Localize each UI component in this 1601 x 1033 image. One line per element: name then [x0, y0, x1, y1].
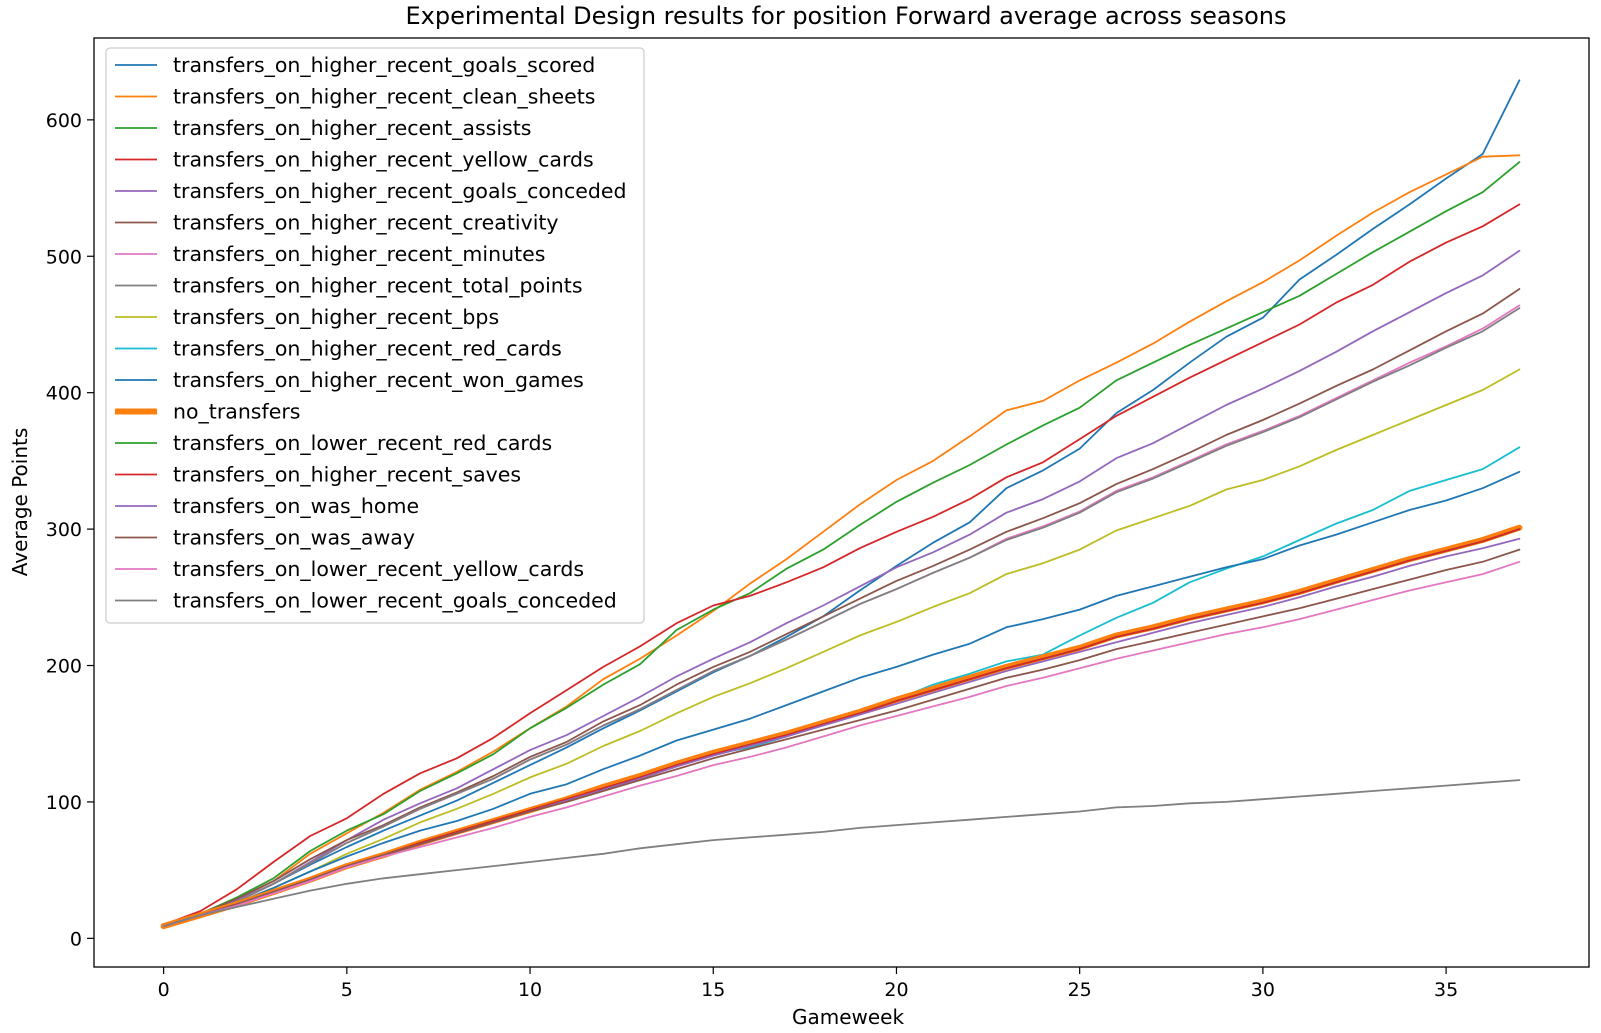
series-line-transfers_on_higher_recent_goals_conceded	[162, 249, 1521, 927]
legend-label: transfers_on_higher_recent_total_points	[173, 274, 583, 299]
legend-label: transfers_on_higher_recent_won_games	[173, 368, 584, 393]
y-tick-label: 0	[70, 928, 82, 950]
legend-label: transfers_on_higher_recent_assists	[173, 116, 531, 141]
y-tick-label: 400	[46, 383, 82, 405]
y-tick-label: 300	[46, 519, 82, 541]
x-tick-label: 35	[1434, 979, 1458, 1001]
legend-label: transfers_on_higher_recent_red_cards	[173, 337, 562, 362]
legend: transfers_on_higher_recent_goals_scoredt…	[105, 47, 645, 624]
legend-label: transfers_on_higher_recent_minutes	[173, 242, 545, 267]
legend-label: no_transfers	[173, 400, 300, 425]
y-tick-label: 500	[46, 246, 82, 268]
series-line-transfers_on_lower_recent_yellow_cards	[162, 560, 1521, 927]
x-tick-label: 20	[884, 979, 908, 1001]
x-axis-label: Gameweek	[792, 1005, 905, 1029]
legend-label: transfers_on_higher_recent_creativity	[173, 211, 559, 236]
series-line-transfers_on_higher_recent_clean_sheets	[162, 154, 1521, 927]
x-tick-label: 5	[341, 979, 353, 1001]
series-line-transfers_on_higher_recent_bps	[162, 368, 1521, 927]
x-tick-label: 0	[158, 979, 170, 1001]
x-tick-label: 10	[518, 979, 542, 1001]
legend-label: transfers_on_was_home	[173, 494, 419, 519]
plot-area: 0 5 10 15 20 25 30 35 0 100 200 300 400 500 600	[46, 37, 1590, 1001]
legend-label: transfers_on_lower_recent_red_cards	[173, 431, 552, 456]
legend-label: transfers_on_higher_recent_clean_sheets	[173, 85, 595, 110]
y-tick-label: 100	[46, 792, 82, 814]
chart-title: Experimental Design results for position…	[406, 2, 1287, 30]
x-tick-label: 30	[1251, 979, 1275, 1001]
series-line-transfers_on_higher_recent_won_games	[162, 470, 1521, 927]
legend-label: transfers_on_higher_recent_goals_concede…	[173, 179, 626, 204]
legend-label: transfers_on_higher_recent_goals_scored	[173, 53, 595, 78]
legend-label: transfers_on_lower_recent_yellow_cards	[173, 557, 584, 582]
legend-label: transfers_on_higher_recent_yellow_cards	[173, 148, 594, 173]
series-line-transfers_on_higher_recent_total_points	[162, 307, 1521, 927]
series-line-transfers_on_higher_recent_yellow_cards	[162, 203, 1521, 926]
legend-label: transfers_on_higher_recent_bps	[173, 305, 499, 330]
series-line-transfers_on_higher_recent_goals_scored	[162, 79, 1521, 927]
x-tick-label: 15	[701, 979, 725, 1001]
x-tick-label: 25	[1068, 979, 1092, 1001]
legend-box	[105, 47, 645, 624]
y-axis-label: Average Points	[8, 428, 32, 577]
y-tick-label: 200	[46, 656, 82, 678]
legend-label: transfers_on_lower_recent_goals_conceded	[173, 589, 617, 614]
plot-frame	[93, 37, 1590, 968]
series-line-transfers_on_lower_recent_goals_conceded	[162, 779, 1521, 927]
legend-label: transfers_on_higher_recent_saves	[173, 463, 521, 488]
series-line-transfers_on_higher_recent_assists	[162, 161, 1521, 927]
y-tick-label: 600	[46, 110, 82, 132]
series-line-transfers_on_was_away	[162, 548, 1521, 927]
series-line-transfers_on_higher_recent_creativity	[162, 288, 1521, 927]
legend-label: transfers_on_was_away	[173, 526, 415, 551]
